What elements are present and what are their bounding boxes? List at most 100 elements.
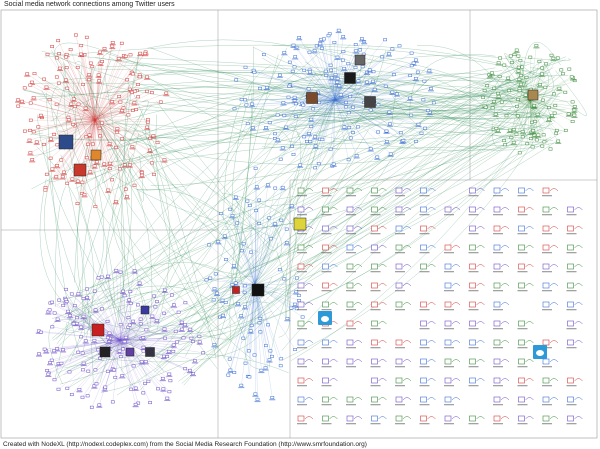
- node-label: [531, 107, 538, 109]
- edge: [96, 339, 121, 384]
- edge: [91, 339, 121, 408]
- node: [54, 75, 59, 79]
- isolate-node: [420, 396, 427, 403]
- isolate-label: [542, 195, 552, 197]
- isolate-loop: [304, 264, 314, 268]
- edge: [89, 98, 343, 288]
- node: [282, 277, 287, 281]
- isolate-label: [468, 290, 479, 292]
- isolate-label: [395, 252, 405, 254]
- node: [572, 113, 577, 117]
- node: [129, 387, 133, 391]
- isolate-label: [566, 214, 577, 216]
- edge: [58, 53, 96, 121]
- node: [131, 364, 136, 368]
- node: [244, 103, 249, 107]
- isolate-label: [297, 271, 307, 273]
- node: [517, 89, 522, 92]
- isolate-loop: [304, 207, 314, 211]
- node: [84, 135, 89, 139]
- isolate-loop: [304, 188, 314, 192]
- edge: [277, 99, 336, 116]
- isolate-loop: [500, 207, 510, 211]
- edge: [94, 53, 141, 121]
- node-label: [550, 59, 557, 62]
- node: [116, 57, 121, 60]
- node-label: [334, 58, 341, 60]
- isolate-label: [370, 347, 381, 349]
- node-label: [60, 173, 67, 175]
- isolate-node: [469, 244, 476, 251]
- node: [308, 140, 313, 143]
- node: [70, 177, 75, 181]
- isolate-label: [370, 309, 381, 311]
- node: [372, 87, 377, 91]
- isolate-label: [395, 309, 405, 311]
- node: [47, 98, 52, 102]
- edge: [110, 97, 554, 141]
- node: [197, 334, 202, 338]
- node: [106, 188, 111, 192]
- node-label: [272, 225, 279, 227]
- node: [52, 378, 57, 382]
- edge: [334, 99, 391, 125]
- isolate-label: [321, 233, 332, 235]
- isolate-loop: [525, 226, 534, 230]
- node: [284, 227, 289, 231]
- node-label: [427, 90, 434, 92]
- isolate-loop: [402, 264, 412, 268]
- edge: [94, 119, 154, 136]
- node: [85, 287, 89, 291]
- node: [55, 56, 59, 60]
- node: [179, 327, 184, 331]
- edge: [229, 54, 279, 340]
- edge: [495, 99, 531, 115]
- node: [106, 274, 110, 278]
- isolate-loop: [427, 378, 436, 382]
- edge: [293, 99, 336, 155]
- isolate-node: [297, 244, 305, 251]
- isolate-node: [542, 396, 550, 403]
- node: [66, 118, 71, 122]
- isolate-loop: [451, 416, 461, 420]
- node: [90, 65, 95, 69]
- node: [61, 303, 66, 307]
- edge: [254, 217, 270, 286]
- node: [175, 340, 179, 344]
- edge: [265, 99, 336, 128]
- edge: [107, 321, 121, 341]
- node: [341, 35, 346, 39]
- isolate-loop: [353, 226, 363, 230]
- isolate-label: [321, 385, 332, 387]
- node: [518, 59, 523, 63]
- edge: [254, 72, 336, 101]
- edge: [36, 114, 165, 373]
- node: [105, 369, 110, 373]
- node: [506, 76, 511, 80]
- node-label: [252, 395, 259, 397]
- node: [118, 270, 123, 274]
- edge: [24, 87, 96, 121]
- node-label: [355, 82, 362, 84]
- node: [131, 108, 135, 112]
- node: [239, 249, 244, 253]
- edge: [92, 66, 96, 121]
- edge: [222, 192, 297, 253]
- node: [306, 87, 311, 91]
- node: [273, 186, 278, 190]
- isolate-loop: [574, 340, 583, 344]
- node-label: [142, 363, 149, 365]
- node: [43, 186, 48, 189]
- edge: [289, 44, 351, 150]
- edge: [265, 124, 302, 266]
- edge: [119, 339, 149, 382]
- edge: [334, 56, 383, 101]
- isolate-node: [371, 358, 378, 365]
- node: [28, 151, 33, 155]
- node-label: [153, 322, 160, 324]
- edge: [334, 99, 359, 127]
- isolate-node: [420, 415, 427, 422]
- edge: [84, 82, 548, 168]
- edge: [316, 45, 336, 101]
- node: [113, 200, 118, 203]
